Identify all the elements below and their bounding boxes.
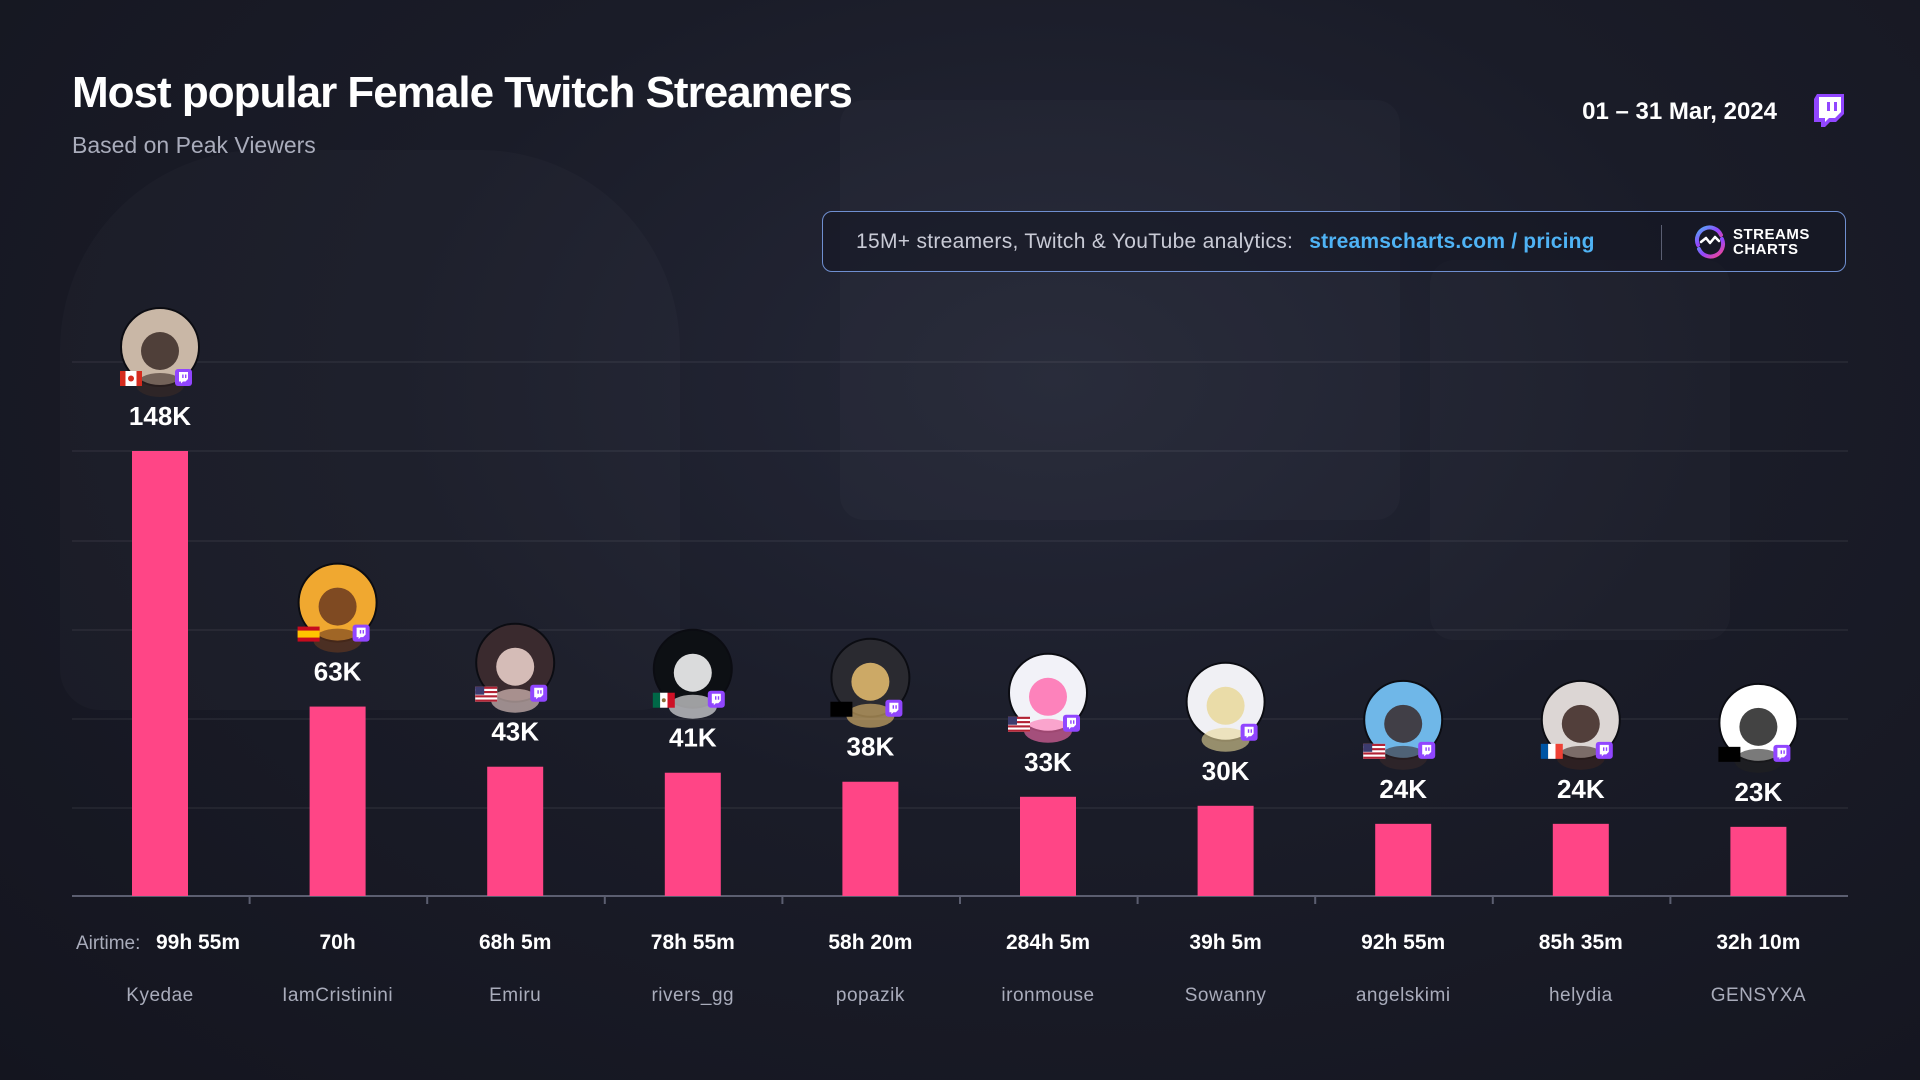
streams-charts-icon: [1694, 225, 1726, 259]
flag-mexico-icon: [652, 692, 675, 708]
avatar-kyedae-icon: [120, 307, 200, 397]
promo-divider: [1661, 225, 1662, 260]
flag-usa-icon: [1363, 743, 1386, 759]
bar-IamCristinini: [309, 706, 366, 896]
avatar-helydia-icon: [1540, 679, 1621, 770]
date-range: 01 – 31 Mar, 2024: [1582, 98, 1777, 125]
promo-text: 15M+ streamers, Twitch & YouTube analyti…: [856, 229, 1294, 253]
streamer-name: Emiru: [489, 985, 541, 1006]
airtime-value: 92h 55m: [1361, 931, 1445, 954]
bar-Emiru: [487, 766, 544, 896]
airtime-value: 85h 35m: [1539, 931, 1623, 954]
twitch-badge-icon: [530, 684, 548, 702]
avatar-gensyxa-icon: [1718, 682, 1799, 773]
avatar-ironmouse-icon: [1008, 652, 1088, 743]
avatar-rivers-gg-icon: [652, 628, 733, 719]
value-label: 33K: [1024, 747, 1072, 777]
airtime-value: 58h 20m: [828, 931, 912, 954]
twitch-badge-icon: [352, 624, 370, 642]
airtime-value: 284h 5m: [1006, 931, 1090, 954]
avatar-angelskimi-icon: [1363, 679, 1444, 770]
airtime-value: 68h 5m: [479, 931, 551, 954]
flag-canada-icon: [120, 371, 142, 386]
streamer-name: GENSYXA: [1711, 985, 1806, 1006]
twitch-icon: [1814, 94, 1844, 127]
twitch-badge-icon: [1240, 723, 1258, 741]
value-label: 148K: [129, 401, 191, 431]
flag-spain-icon: [297, 626, 320, 642]
streams-charts-logo[interactable]: STREAMS CHARTS: [1693, 225, 1810, 259]
value-label: 23K: [1735, 777, 1783, 807]
twitch-badge-icon: [1773, 744, 1791, 762]
bar-GENSYXA: [1730, 826, 1787, 896]
twitch-badge-icon: [1418, 741, 1436, 759]
bar-ironmouse: [1020, 796, 1076, 896]
value-label: 38K: [847, 732, 895, 762]
value-label: 24K: [1557, 774, 1605, 804]
value-label: 63K: [314, 657, 362, 687]
page-title: Most popular Female Twitch Streamers: [72, 68, 853, 117]
twitch-badge-icon: [1595, 741, 1613, 759]
flag-blank-icon: [1718, 746, 1741, 762]
airtime-value: 39h 5m: [1189, 931, 1261, 954]
streamer-name: ironmouse: [1001, 985, 1094, 1006]
value-label: 43K: [491, 717, 539, 747]
twitch-badge-icon: [707, 690, 725, 708]
avatar-emiru-icon: [475, 622, 556, 713]
twitch-badge-icon: [1063, 714, 1080, 732]
bar-helydia: [1552, 823, 1609, 896]
streamer-name: angelskimi: [1356, 985, 1451, 1006]
flag-blank-icon: [830, 701, 853, 717]
airtime-value: 99h 55m: [156, 931, 240, 954]
promo-banner[interactable]: 15M+ streamers, Twitch & YouTube analyti…: [822, 211, 1846, 272]
airtime-value: 78h 55m: [651, 931, 735, 954]
flag-usa-icon: [1008, 716, 1030, 732]
page-subtitle: Based on Peak Viewers: [72, 132, 316, 158]
pricing-link[interactable]: streamscharts.com / pricing: [1309, 229, 1595, 253]
streamer-name: IamCristinini: [282, 985, 393, 1006]
avatar-iamcristinini-icon: [297, 562, 378, 653]
bar-angelskimi: [1375, 823, 1432, 896]
airtime-value: 70h: [320, 931, 356, 954]
airtime-label: Airtime:: [76, 933, 140, 954]
flag-france-icon: [1540, 743, 1563, 759]
bar-popazik: [842, 781, 899, 896]
bar-rivers_gg: [664, 772, 721, 896]
avatar-sowanny-icon: [1185, 661, 1266, 752]
streamer-name: Kyedae: [126, 985, 193, 1006]
bar-Sowanny: [1197, 805, 1254, 896]
bar-Kyedae: [132, 451, 188, 896]
value-label: 24K: [1379, 774, 1427, 804]
brand-line-1: STREAMS: [1733, 226, 1810, 243]
flag-usa-icon: [475, 686, 498, 702]
value-label: 41K: [669, 723, 717, 753]
streamer-name: popazik: [836, 985, 905, 1006]
streamer-name: helydia: [1549, 985, 1613, 1006]
streamer-name: Sowanny: [1185, 985, 1267, 1006]
streamer-name: rivers_gg: [651, 985, 734, 1006]
brand-line-2: CHARTS: [1733, 241, 1799, 258]
avatar-popazik-icon: [830, 637, 911, 728]
twitch-badge-icon: [175, 369, 192, 386]
value-label: 30K: [1202, 756, 1250, 786]
airtime-value: 32h 10m: [1716, 931, 1800, 954]
twitch-badge-icon: [885, 699, 903, 717]
